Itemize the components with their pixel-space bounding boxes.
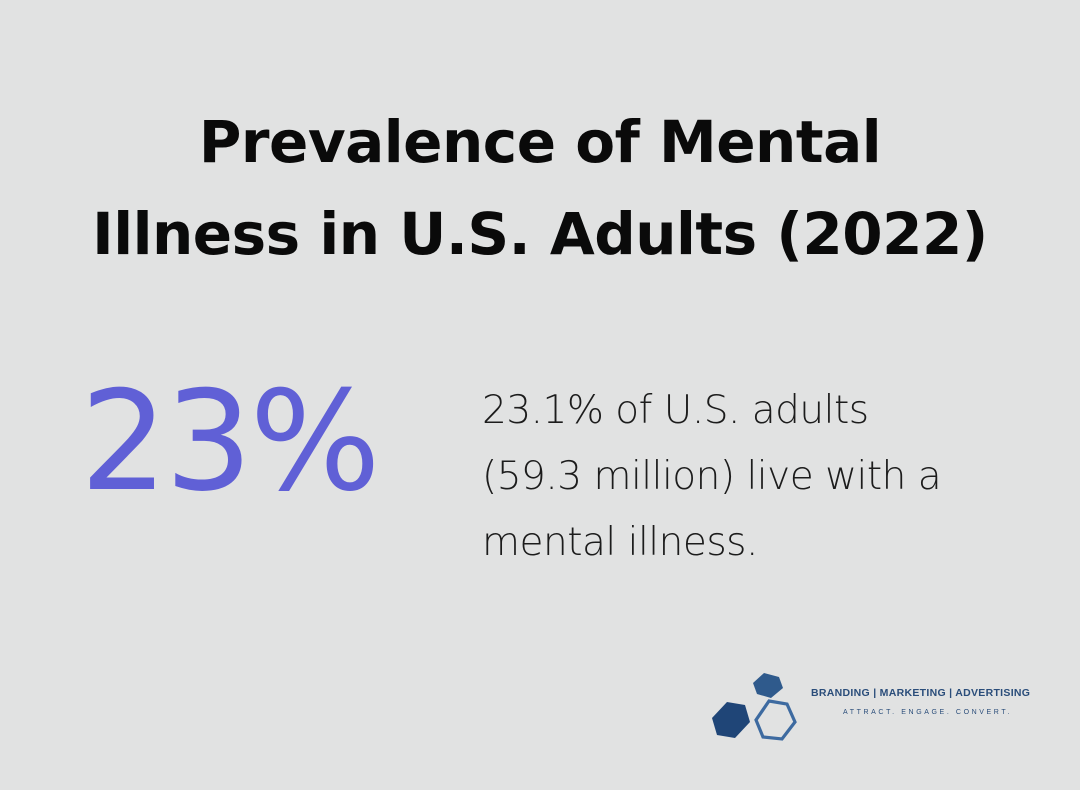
hexagon-top: [753, 673, 783, 698]
logo-tagline: BRANDING | MARKETING | ADVERTISING: [811, 687, 1031, 699]
logo-text: BRANDING | MARKETING | ADVERTISING ATTRA…: [811, 686, 1030, 718]
page-title: Prevalence of Mental Illness in U.S. Adu…: [0, 96, 1080, 280]
logo-subtagline: ATTRACT. ENGAGE. CONVERT.: [843, 709, 1012, 716]
hexagon-outline: [754, 699, 797, 741]
stat-description-line-2: (59.3 million) live with a: [482, 454, 942, 499]
stat-description-line-3: mental illness.: [482, 520, 758, 565]
stat-value: 23%: [80, 361, 381, 522]
title-line-2: Illness in U.S. Adults (2022): [92, 200, 988, 268]
hexagon-left: [712, 702, 750, 738]
stat-description: 23.1% of U.S. adults (59.3 million) live…: [482, 378, 1022, 576]
hexagon-cluster-icon: [712, 673, 797, 741]
title-line-1: Prevalence of Mental: [198, 108, 882, 176]
brand-logo: BRANDING | MARKETING | ADVERTISING ATTRA…: [708, 670, 1048, 754]
stat-description-line-1: 23.1% of U.S. adults: [482, 388, 869, 433]
